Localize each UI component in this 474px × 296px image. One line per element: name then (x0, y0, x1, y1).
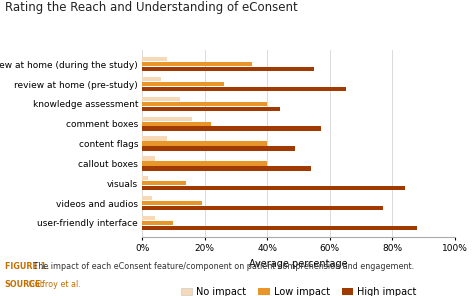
X-axis label: Average percentage: Average percentage (249, 259, 348, 269)
Text: Gulfroy et al.: Gulfroy et al. (26, 280, 81, 289)
Bar (142, 102, 267, 106)
Bar (142, 136, 167, 141)
Bar (142, 181, 186, 185)
Bar (142, 146, 295, 151)
Bar (142, 77, 161, 81)
Bar (142, 156, 155, 161)
Bar (142, 87, 346, 91)
Bar (142, 176, 148, 181)
Bar (142, 62, 252, 66)
Bar (142, 221, 173, 225)
Text: Rating the Reach and Understanding of eConsent: Rating the Reach and Understanding of eC… (5, 1, 298, 15)
Bar (142, 216, 155, 220)
Bar (142, 122, 211, 126)
Bar (142, 67, 314, 71)
Text: SOURCE:: SOURCE: (5, 280, 45, 289)
Text: The impact of each eConsent feature/component on patient comprehension and engag: The impact of each eConsent feature/comp… (31, 262, 414, 271)
Bar (142, 186, 405, 190)
Bar (142, 166, 311, 170)
Bar (142, 201, 201, 205)
Bar (142, 141, 267, 146)
Bar (142, 117, 192, 121)
Bar (142, 107, 280, 111)
Bar (142, 196, 152, 200)
Legend: No impact, Low impact, High impact: No impact, Low impact, High impact (177, 283, 420, 296)
Bar (142, 57, 167, 62)
Bar (142, 82, 224, 86)
Bar (142, 97, 180, 101)
Bar (142, 226, 418, 230)
Bar (142, 206, 383, 210)
Bar (142, 126, 320, 131)
Text: FIGURE 1.: FIGURE 1. (5, 262, 49, 271)
Bar (142, 161, 267, 165)
